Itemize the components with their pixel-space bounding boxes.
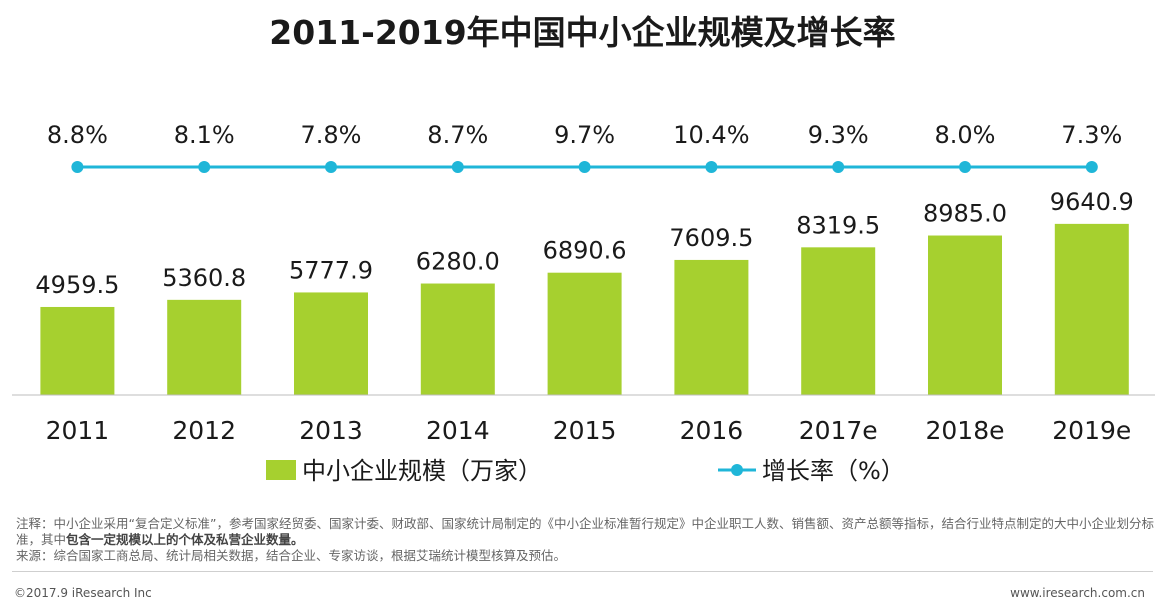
growth-rate-label: 8.0% <box>935 121 996 149</box>
bar-value-label: 5777.9 <box>289 256 373 284</box>
legend-bar-swatch <box>266 460 296 480</box>
x-tick-label: 2017e <box>799 416 878 445</box>
growth-rate-point-2013 <box>325 161 337 173</box>
footnote-bold-text: 包含一定规模以上的个体及私营企业数量。 <box>66 532 304 547</box>
x-tick-label: 2015 <box>553 416 617 445</box>
growth-rate-label: 8.7% <box>427 121 488 149</box>
bar-2012 <box>167 299 242 395</box>
growth-rate-label: 7.8% <box>301 121 362 149</box>
growth-rate-label: 8.1% <box>174 121 235 149</box>
growth-rate-point-2019e <box>1085 161 1098 173</box>
source-note: 来源：综合国家工商总局、统计局相关数据，结合企业、专家访谈，根据艾瑞统计模型核算… <box>16 548 567 563</box>
bar-2014 <box>420 283 495 395</box>
bar-value-label: 8985.0 <box>923 200 1007 228</box>
footnote: 注释：中小企业采用“复合定义标准”，参考国家经贸委、国家计委、财政部、国家统计局… <box>16 516 1156 548</box>
chart-area: 8.8% 8.1% 7.8% 8.7% 9.7% 10.4% 9.3% 8.0% 7.3% 49… <box>12 121 1155 485</box>
bar-2017e <box>801 247 876 395</box>
growth-rate-point-2011 <box>71 161 84 173</box>
bar-value-label: 7609.5 <box>669 224 753 252</box>
bar-value-label: 6890.6 <box>543 237 627 265</box>
footer-divider <box>12 571 1153 572</box>
bar-2019e <box>1054 223 1129 395</box>
x-tick-label: 2012 <box>172 416 236 445</box>
x-tick-label: 2018e <box>925 416 1004 445</box>
growth-rate-label: 9.3% <box>808 121 869 149</box>
scale-bar-series: 4959.5 5360.8 5777.9 6280.0 6890.6 7609.5 8319… <box>35 188 1134 395</box>
growth-rate-point-2014 <box>451 161 464 173</box>
growth-rate-label: 9.7% <box>554 121 615 149</box>
bar-2013 <box>294 292 368 395</box>
legend-line-label: 增长率（%） <box>762 457 905 485</box>
x-tick-label: 2019e <box>1052 416 1131 445</box>
growth-rate-point-2016 <box>705 161 718 173</box>
bar-2011 <box>40 306 115 395</box>
bar-value-label: 4959.5 <box>35 271 119 299</box>
legend: 中小企业规模（万家） 增长率（%） <box>266 457 905 485</box>
growth-rate-label: 10.4% <box>673 121 749 149</box>
bar-value-label: 8319.5 <box>796 211 880 239</box>
growth-rate-label: 7.3% <box>1061 121 1122 149</box>
growth-rate-point-2015 <box>578 161 591 173</box>
bar-2016 <box>674 259 749 395</box>
x-tick-label: 2014 <box>426 416 490 445</box>
x-tick-label: 2013 <box>299 416 363 445</box>
growth-rate-point-2017e <box>832 161 845 173</box>
website-link[interactable]: www.iresearch.com.cn <box>1010 586 1145 600</box>
growth-rate-point-2018e <box>959 161 971 173</box>
copyright: ©2017.9 iResearch Inc <box>14 586 152 600</box>
x-tick-label: 2011 <box>46 416 110 445</box>
legend-line-marker <box>731 464 743 476</box>
bar-value-label: 9640.9 <box>1050 188 1134 216</box>
growth-rate-point-2012 <box>198 161 211 173</box>
x-tick-label: 2016 <box>680 416 744 445</box>
bar-value-label: 6280.0 <box>416 248 500 276</box>
bar-2015 <box>547 272 622 395</box>
bar-2018e <box>928 235 1002 395</box>
bar-value-label: 5360.8 <box>162 264 246 292</box>
footnote-text: 注释：中小企业采用“复合定义标准”，参考国家经贸委、国家计委、财政部、国家统计局… <box>16 516 1154 547</box>
chart-title: 2011-2019年中国中小企业规模及增长率 <box>269 13 896 52</box>
growth-rate-label: 8.8% <box>47 121 108 149</box>
x-axis-tick-labels: 2011 2012 2013 2014 2015 2016 2017e 2018e 2019e <box>46 416 1132 445</box>
growth-rate-series: 8.8% 8.1% 7.8% 8.7% 9.7% 10.4% 9.3% 8.0% 7.3% <box>47 121 1122 173</box>
legend-bar-label: 中小企业规模（万家） <box>302 457 542 485</box>
